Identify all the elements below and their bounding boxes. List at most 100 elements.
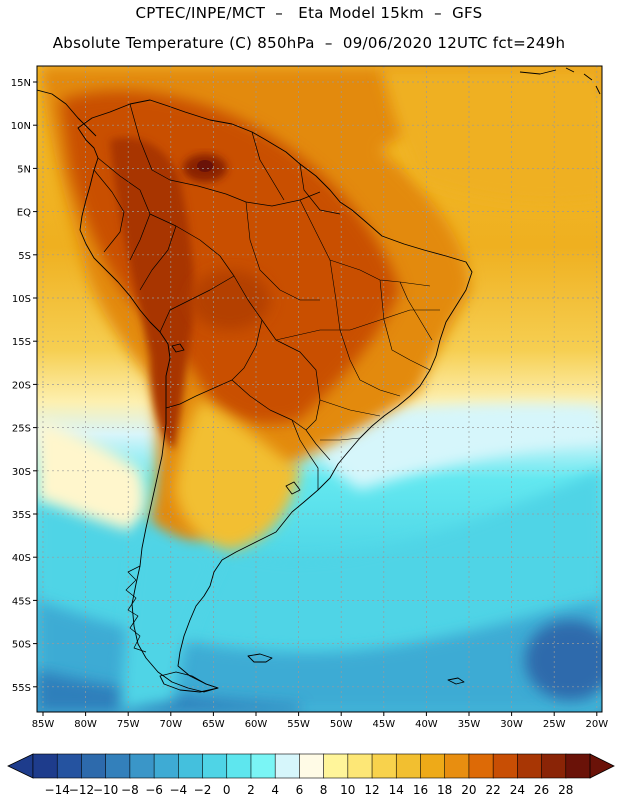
colorbar-label: 18 — [437, 783, 452, 797]
colorbar-swatch — [323, 753, 349, 779]
plot-frame — [36, 65, 603, 713]
cold-pool-southeast — [525, 620, 602, 700]
lat-tick-label: 55S — [12, 683, 31, 694]
colorbar-label: 28 — [558, 783, 573, 797]
hotspot-core — [197, 160, 213, 172]
colorbar-under-arrow — [7, 753, 34, 779]
colorbar-swatch — [420, 753, 446, 779]
lon-tick-label: 45W — [372, 719, 395, 730]
interior-gold — [175, 400, 300, 550]
lat-tick-label: 50S — [12, 640, 31, 651]
colorbar-swatch — [371, 753, 397, 779]
lon-tick-label: 80W — [74, 719, 97, 730]
lat-tick-label: 5N — [17, 164, 31, 175]
south-georgia — [447, 677, 465, 685]
lon-tick-label: 55W — [287, 719, 310, 730]
colorbar-label: 12 — [364, 783, 379, 797]
lon-tick-label: 35W — [458, 719, 481, 730]
colorbar-label: 14 — [389, 783, 404, 797]
tierra-del-fuego — [159, 671, 219, 693]
state-borders — [245, 199, 440, 441]
falkland-islands — [247, 653, 273, 663]
country-borders — [93, 103, 341, 490]
colorbar-label: 22 — [485, 783, 500, 797]
field-layer — [37, 66, 602, 712]
colorbar-label: 8 — [320, 783, 328, 797]
lon-tick-label: 60W — [245, 719, 268, 730]
colorbar-swatch — [202, 753, 228, 779]
colorbar-label: 20 — [461, 783, 476, 797]
colorbar-swatch — [105, 753, 131, 779]
longitude-axis: 85W 80W 75W 70W 65W 60W 55W 50W 45W 40W 35W 30W 25W 2… — [32, 712, 608, 730]
lon-tick-label: 20W — [585, 719, 608, 730]
colorbar-swatch — [178, 753, 204, 779]
central-america-coast — [37, 89, 97, 137]
colorbar-swatch — [32, 753, 58, 779]
colorbar-swatch — [299, 753, 325, 779]
colorbar-swatch — [492, 753, 519, 779]
coldest-band-west — [37, 670, 300, 712]
lon-tick-label: 50W — [330, 719, 353, 730]
colorbar-label: 6 — [296, 783, 304, 797]
lat-tick-label: 15S — [12, 337, 31, 348]
graticule — [37, 66, 602, 712]
colorbar-swatch — [81, 753, 107, 779]
tropical-atlantic-warm — [380, 66, 602, 204]
colorbar-swatch — [444, 753, 470, 779]
lat-tick-label: 10N — [11, 121, 31, 132]
caribbean-islands — [519, 67, 601, 95]
hot-region-bolivia — [190, 270, 270, 330]
colorbar-swatch — [347, 753, 373, 779]
colorbar-swatch — [129, 753, 155, 779]
colorbar-swatch — [395, 753, 422, 779]
colorbar-swatch — [565, 753, 591, 779]
lon-tick-label: 40W — [415, 719, 438, 730]
lon-tick-label: 25W — [543, 719, 566, 730]
colorbar-swatch — [517, 753, 543, 779]
chart-title-line1: CPTEC/INPE/MCT – Eta Model 15km – GFS — [135, 4, 483, 22]
colorbar-swatch — [541, 753, 567, 779]
patagonia-cool — [120, 520, 220, 712]
colorbar-over-arrow — [589, 753, 615, 779]
colorbar-swatch — [56, 753, 83, 779]
colorbar-label: −6 — [145, 783, 163, 797]
lon-tick-label: 30W — [500, 719, 523, 730]
coastline-layer — [37, 67, 601, 693]
colorbar-label: −2 — [194, 783, 212, 797]
lat-tick-label: 5S — [18, 251, 31, 262]
colorbar-label: −8 — [121, 783, 139, 797]
colorbar-label: −12 — [69, 783, 94, 797]
chart-title-line2: Absolute Temperature (C) 850hPa – 09/06/… — [52, 34, 566, 52]
lake-titicaca — [171, 343, 185, 353]
colorbar-swatch — [226, 753, 252, 779]
latitude-axis: 15N 10N 5N EQ 5S 10S 15S 20S 25S 30S 35S 40S 45S 50S 5… — [11, 78, 37, 694]
lat-tick-label: 10S — [12, 294, 31, 305]
pale-zone-east — [300, 403, 602, 490]
colorbar-label: 4 — [271, 783, 279, 797]
colorbar-label: 24 — [510, 783, 525, 797]
colorbar-label: −10 — [93, 783, 118, 797]
colorbar-swatch — [250, 753, 276, 779]
colorbar-label: 26 — [534, 783, 549, 797]
pale-zone-west — [37, 420, 146, 530]
andes-hot-ridge — [110, 137, 195, 451]
colorbar-label: 2 — [247, 783, 255, 797]
chilean-fjords — [125, 565, 147, 653]
lat-tick-label: 15N — [11, 78, 31, 89]
lon-tick-label: 75W — [117, 719, 140, 730]
lagoa-dos-patos — [285, 481, 301, 495]
colorbar-label: 0 — [223, 783, 231, 797]
lat-tick-label: 35S — [12, 510, 31, 521]
colorbar-label: −4 — [169, 783, 187, 797]
lat-tick-label: 30S — [12, 467, 31, 478]
colorbar-swatch — [274, 753, 301, 779]
colorbar-swatch — [153, 753, 180, 779]
south-america-coastline — [77, 99, 473, 693]
lat-tick-label: 45S — [12, 596, 31, 607]
lat-tick-label: 40S — [12, 553, 31, 564]
colorbar-label: 16 — [413, 783, 428, 797]
colorbar-swatch — [468, 753, 494, 779]
colorbar: −14−12−10 −8 −6 −4 −2 0 2 4 6 8 10 12 14 16 18 20 22 24 26… — [7, 753, 615, 797]
colorbar-label: −14 — [45, 783, 70, 797]
